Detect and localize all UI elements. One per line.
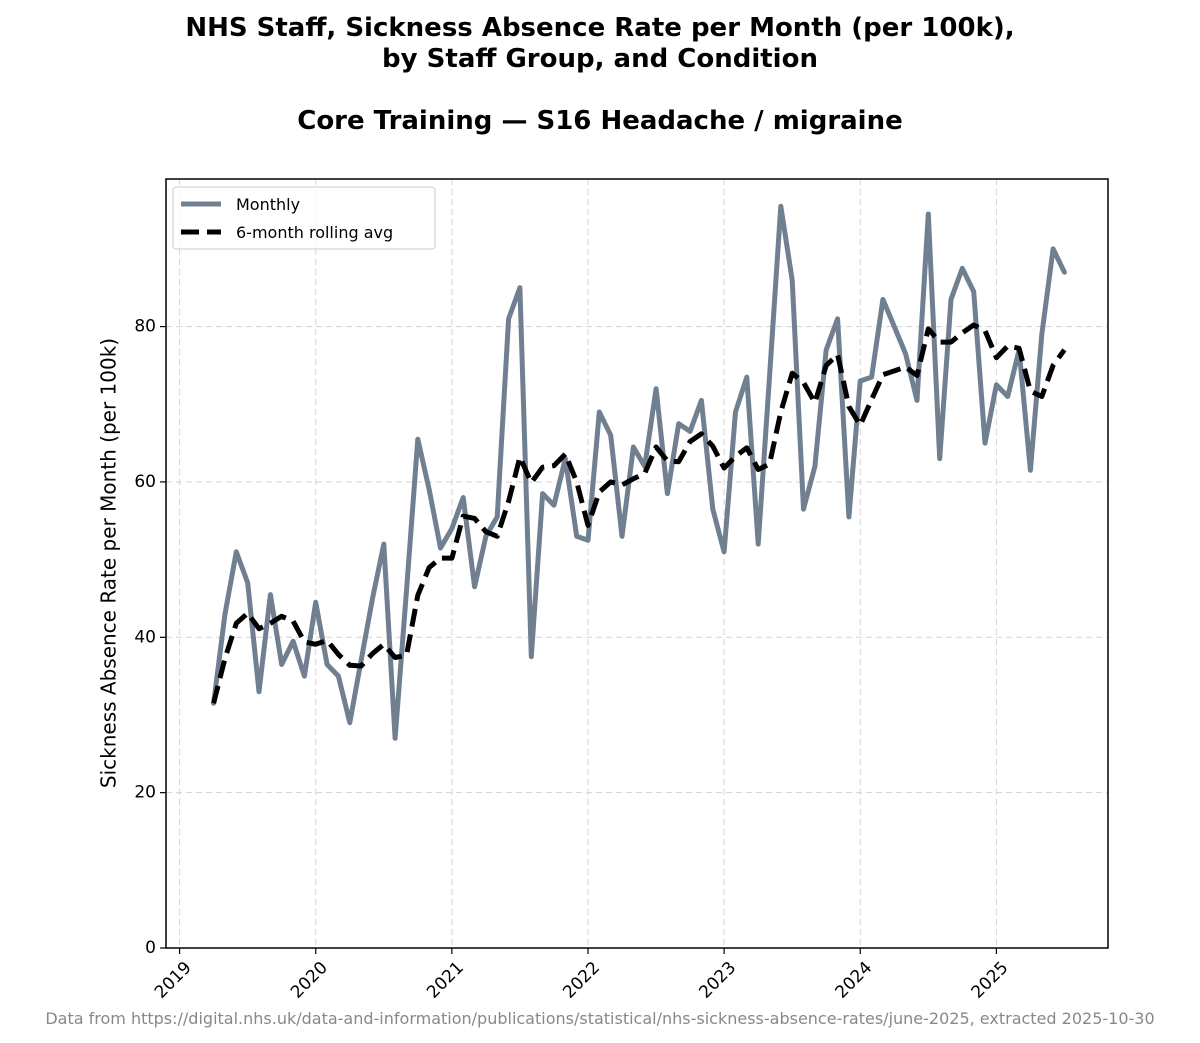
chart-title-line-2: by Staff Group, and Condition	[382, 44, 818, 74]
series-line-monthly	[211, 203, 1067, 741]
x-tick-label: 2021	[423, 958, 468, 1003]
legend-label-rolling-avg: 6-month rolling avg	[236, 223, 393, 242]
y-tick-label: 60	[134, 472, 156, 492]
chart-subtitle: Core Training — S16 Headache / migraine	[297, 106, 903, 136]
y-axis-ticks: 0 20 40 60 80	[134, 317, 166, 958]
series-line-rolling-avg	[211, 322, 1067, 704]
y-tick-label: 0	[145, 938, 156, 958]
plot-area-frame	[165, 178, 1109, 949]
x-tick-label: 2025	[968, 958, 1013, 1003]
x-tick-label: 2024	[832, 958, 877, 1003]
y-tick-label: 40	[134, 627, 156, 647]
legend: Monthly 6-month rolling avg	[172, 186, 436, 250]
y-axis-label: Sickness Absence Rate per Month (per 100…	[97, 338, 121, 788]
x-tick-label: 2023	[695, 958, 740, 1003]
legend-label-monthly: Monthly	[236, 195, 300, 214]
x-tick-label: 2019	[151, 958, 196, 1003]
chart-title-line-1: NHS Staff, Sickness Absence Rate per Mon…	[185, 13, 1015, 43]
y-tick-label: 20	[134, 783, 156, 803]
x-tick-label: 2022	[559, 958, 604, 1003]
data-source-footer: Data from https://digital.nhs.uk/data-an…	[45, 1009, 1155, 1028]
x-tick-label: 2020	[287, 958, 332, 1003]
series-lines	[211, 203, 1067, 741]
grid-lines	[166, 179, 1108, 949]
x-axis-ticks: 2019 2020 2021 2022 2023 2024 2025	[151, 948, 1012, 1003]
y-tick-label: 80	[134, 317, 156, 337]
legend-box	[172, 186, 436, 250]
